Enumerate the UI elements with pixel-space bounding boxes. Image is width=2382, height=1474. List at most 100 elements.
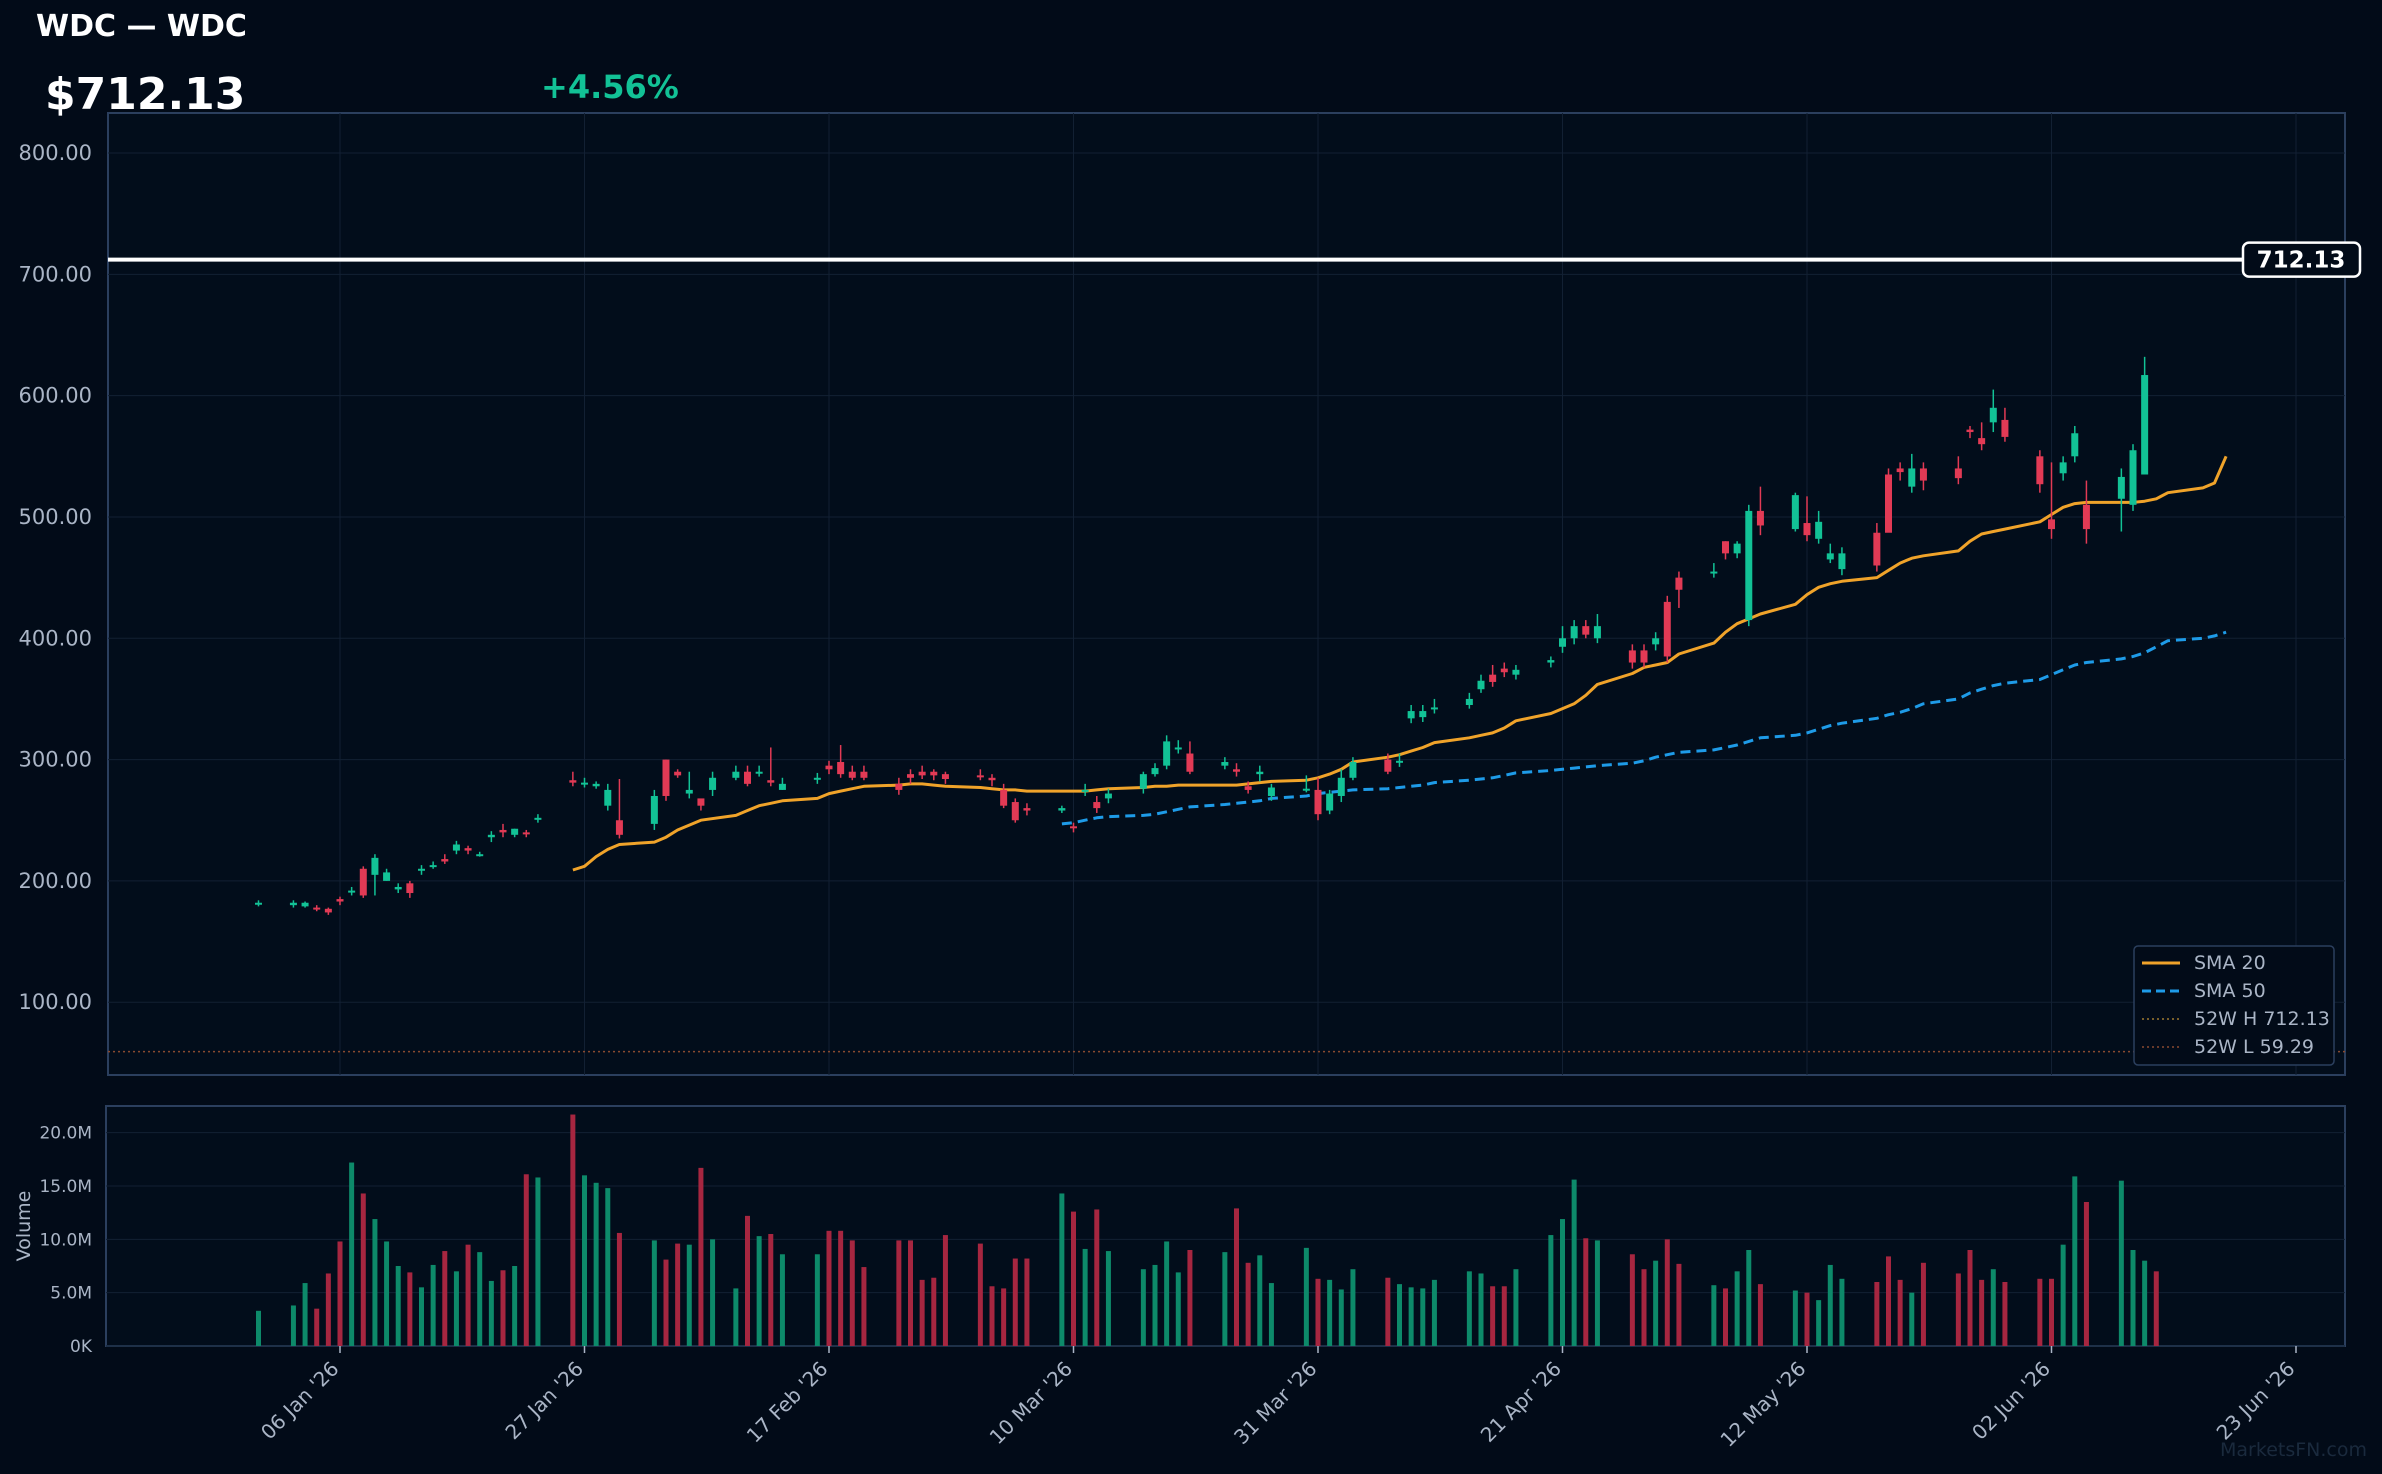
volume-bar-down	[849, 1240, 855, 1346]
candle-down	[848, 771, 856, 778]
volume-bar-down	[861, 1267, 867, 1346]
volume-bar-up	[1560, 1219, 1565, 1346]
candle-down	[1919, 468, 1927, 481]
volume-bar-up	[1466, 1271, 1472, 1346]
volume-bar-down	[977, 1243, 983, 1346]
volume-bar-down	[838, 1230, 844, 1346]
volume-tick-label: 5.0M	[50, 1284, 92, 1304]
candle-up	[650, 795, 658, 824]
candle-down	[662, 759, 670, 796]
volume-bar-down	[1804, 1292, 1810, 1346]
candle-up	[1407, 711, 1415, 719]
candle-down	[941, 774, 949, 779]
last-price-tag	[2241, 241, 2362, 278]
candle-up	[2059, 462, 2067, 474]
volume-bar-up	[1594, 1240, 1600, 1346]
candle-up	[1058, 808, 1066, 811]
volume-bar-up	[1990, 1269, 1996, 1346]
volume-bar-up	[710, 1239, 716, 1346]
volume-bar-up	[2130, 1250, 2136, 1346]
x-tick-label: 23 Jun '26	[2212, 1357, 2300, 1445]
candle-up	[289, 902, 297, 906]
volume-bar-down	[745, 1215, 750, 1346]
volume-bar-down	[1583, 1238, 1589, 1346]
x-tick-label: 10 Mar '26	[985, 1357, 1078, 1450]
volume-bar-up	[1268, 1283, 1274, 1346]
candle-down	[1663, 601, 1671, 657]
volume-bar-up	[651, 1240, 657, 1346]
candle-up	[429, 865, 437, 868]
price-panel	[107, 112, 2346, 1076]
candle-down	[336, 899, 344, 902]
volume-bar-down	[698, 1167, 704, 1346]
candle-down	[313, 907, 321, 910]
candle-up	[1419, 711, 1427, 718]
x-tick-label: 06 Jan '26	[256, 1357, 344, 1445]
volume-bar-down	[1757, 1284, 1763, 1346]
candle-down	[1873, 532, 1881, 566]
volume-bar-down	[360, 1193, 366, 1346]
candle-down	[324, 908, 332, 913]
candle-down	[1500, 668, 1508, 673]
candle-down	[1093, 802, 1101, 809]
candle-up	[1221, 762, 1229, 766]
volume-bar-up	[1816, 1300, 1822, 1346]
volume-bar-up	[1734, 1271, 1740, 1346]
candle-down	[1244, 786, 1252, 790]
candle-up	[592, 783, 600, 787]
volume-bar-up	[1571, 1179, 1577, 1346]
volume-bar-down	[1012, 1258, 1018, 1346]
volume-bar-up	[1909, 1292, 1915, 1346]
x-tick-label: 17 Feb '26	[742, 1357, 833, 1448]
volume-bar-up	[1175, 1272, 1181, 1346]
candlesticks	[255, 356, 2149, 915]
volume-bar-up	[384, 1241, 390, 1346]
candle-down	[2001, 419, 2009, 437]
candle-down	[907, 774, 914, 778]
volume-bar-down	[896, 1240, 902, 1346]
candle-down	[2082, 504, 2090, 530]
candle-down	[674, 771, 682, 776]
candle-up	[1838, 553, 1846, 570]
candle-down	[441, 859, 449, 862]
volume-bar-down	[1187, 1250, 1193, 1346]
volume-bar-down	[1897, 1279, 1903, 1346]
candle-up	[2141, 375, 2149, 475]
volume-bar-down	[1001, 1288, 1007, 1346]
candle-up	[1081, 789, 1089, 792]
volume-bar-up	[488, 1280, 494, 1346]
volume-bar-down	[1234, 1208, 1239, 1346]
candle-up	[1791, 495, 1799, 530]
legend-label-52w-high: 52W H 712.13	[2194, 1008, 2330, 1030]
candle-up	[1745, 510, 1753, 621]
candle-down	[1966, 429, 1974, 433]
volume-bar-up	[2142, 1260, 2148, 1346]
candle-up	[1326, 793, 1334, 811]
candle-up	[1559, 638, 1566, 647]
candle-up	[1512, 669, 1520, 675]
volume-bar-down	[1664, 1239, 1670, 1346]
candle-down	[569, 780, 577, 783]
candle-down	[976, 775, 984, 778]
volume-bar-up	[779, 1254, 785, 1346]
sma50-line	[1061, 630, 2227, 826]
volume-bar-up	[756, 1236, 762, 1346]
candle-up	[383, 872, 391, 881]
volume-bar-down	[768, 1234, 774, 1346]
candle-down	[1011, 802, 1019, 821]
volume-bar-up	[1140, 1269, 1146, 1346]
candle-down	[464, 848, 472, 851]
volume-bar-up	[605, 1188, 611, 1346]
volume-bar-up	[395, 1266, 401, 1346]
volume-bar-down	[1385, 1277, 1391, 1346]
volume-bar-down	[407, 1272, 413, 1346]
volume-bar-up	[256, 1310, 261, 1346]
candle-up	[1570, 626, 1578, 639]
candle-down	[918, 771, 926, 776]
candle-up	[1815, 521, 1823, 539]
volume-bar-down	[1490, 1286, 1496, 1346]
candle-up	[778, 783, 786, 790]
candle-up	[452, 844, 460, 851]
candle-up	[1547, 660, 1555, 663]
